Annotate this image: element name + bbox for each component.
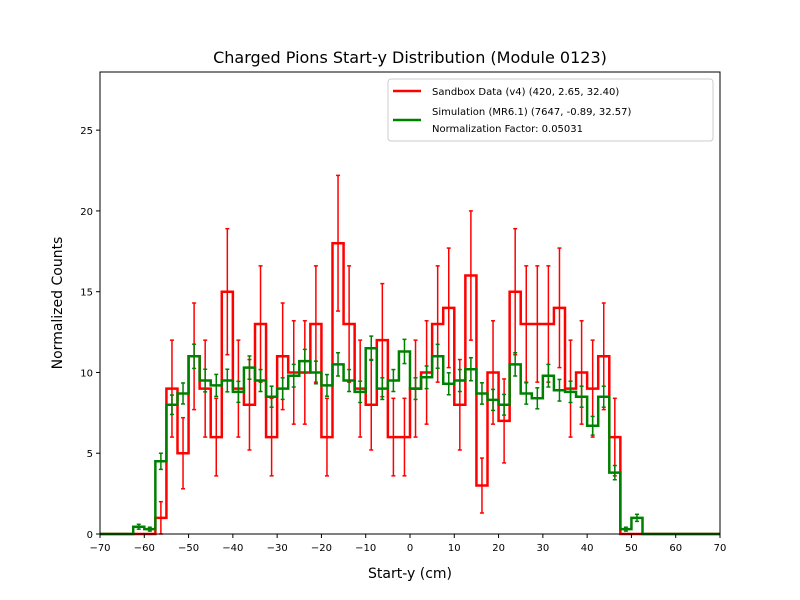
- error-bar-data: [169, 339, 174, 438]
- error-bar-simulation: [513, 352, 518, 377]
- error-bar-simulation: [203, 368, 208, 393]
- series-line-simulation: [100, 346, 720, 536]
- x-tick-label: 50: [625, 543, 638, 554]
- error-bar-data: [535, 265, 540, 383]
- error-bar-simulation: [479, 382, 484, 405]
- x-tick-label: 20: [492, 543, 505, 554]
- error-bar-simulation: [590, 415, 595, 436]
- error-bar-data: [324, 397, 329, 477]
- x-tick-label: −30: [267, 543, 288, 554]
- y-tick-label: 25: [80, 126, 93, 137]
- legend-label-data: Sandbox Data (v4) (420, 2.65, 32.40): [432, 87, 619, 98]
- legend-label-simulation: Simulation (MR6.1) (7647, -0.89, 32.57): [432, 107, 631, 118]
- error-bar-data: [446, 247, 451, 369]
- x-axis: −70 −60 −50 −40 −30 −20 −10 0 10 20 30 40 50 60 70: [89, 534, 726, 554]
- legend-label-normalization: Normalization Factor: 0.05031: [432, 124, 583, 135]
- error-bar-data: [225, 227, 230, 356]
- x-axis-title: Start-y (cm): [368, 566, 452, 582]
- error-bar-simulation: [158, 452, 163, 471]
- error-bar-simulation: [313, 360, 318, 385]
- error-bar-simulation: [568, 380, 573, 404]
- error-bar-simulation: [280, 377, 285, 401]
- error-bar-data: [479, 457, 484, 514]
- y-tick-label: 15: [80, 288, 93, 299]
- error-bar-simulation: [424, 365, 429, 390]
- error-bar-simulation: [169, 394, 174, 416]
- error-bar-data: [336, 174, 341, 312]
- error-bar-simulation: [214, 373, 219, 398]
- error-bar-simulation: [336, 352, 341, 377]
- error-bar-simulation: [147, 526, 152, 532]
- y-axis: 0 5 10 15 20 25: [80, 126, 100, 541]
- chart-title: Charged Pions Start-y Distribution (Modu…: [213, 48, 607, 67]
- x-tick-label: 0: [407, 543, 413, 554]
- error-bar-simulation: [391, 368, 396, 393]
- x-tick-label: 10: [448, 543, 461, 554]
- x-tick-label: −10: [355, 543, 376, 554]
- error-bar-simulation: [612, 464, 617, 481]
- error-bar-simulation: [136, 523, 141, 530]
- error-bar-simulation: [435, 343, 440, 370]
- y-tick-label: 0: [87, 530, 93, 541]
- error-bar-data: [557, 247, 562, 369]
- y-tick-label: 5: [87, 449, 93, 460]
- error-bar-simulation: [623, 526, 628, 532]
- error-bar-simulation: [324, 373, 329, 397]
- x-tick-label: 40: [581, 543, 594, 554]
- error-bar-simulation: [236, 380, 241, 404]
- error-bar-simulation: [347, 368, 352, 393]
- error-bar-simulation: [413, 377, 418, 401]
- error-bar-simulation: [546, 363, 551, 388]
- legend-frame: [387, 78, 714, 142]
- error-bar-simulation: [524, 382, 529, 405]
- error-bar-simulation: [181, 382, 186, 405]
- x-tick-label: 70: [714, 543, 727, 554]
- error-bar-data: [181, 416, 186, 490]
- error-bar-simulation: [446, 372, 451, 396]
- x-tick-label: −70: [89, 543, 110, 554]
- error-bar-simulation: [557, 378, 562, 402]
- error-bar-simulation: [302, 348, 307, 374]
- x-tick-label: −40: [222, 543, 243, 554]
- x-tick-label: −50: [178, 543, 199, 554]
- error-bar-simulation: [535, 387, 540, 410]
- error-bar-simulation: [192, 343, 197, 370]
- x-tick-label: −20: [311, 543, 332, 554]
- y-axis-title: Normalized Counts: [50, 237, 66, 370]
- x-tick-label: −60: [134, 543, 155, 554]
- error-bar-simulation: [380, 377, 385, 401]
- x-tick-label: 30: [536, 543, 549, 554]
- error-bar-simulation: [402, 338, 407, 365]
- legend: Sandbox Data (v4) (420, 2.65, 32.40) Sim…: [387, 78, 714, 142]
- error-bar-data: [402, 397, 407, 477]
- error-bar-data: [468, 210, 473, 341]
- x-tick-label: 60: [669, 543, 682, 554]
- error-bar-simulation: [225, 368, 230, 393]
- error-bar-data: [502, 378, 507, 464]
- error-bar-data: [214, 397, 219, 477]
- error-bar-simulation: [258, 368, 263, 393]
- error-bar-simulation: [634, 513, 639, 523]
- error-bar-simulation: [269, 385, 274, 408]
- error-bar-simulation: [291, 363, 296, 388]
- y-tick-label: 20: [80, 207, 93, 218]
- error-bar-simulation: [579, 385, 584, 408]
- error-bar-simulation: [468, 357, 473, 382]
- y-tick-label: 10: [80, 368, 93, 379]
- error-bar-simulation: [369, 335, 374, 362]
- error-bar-data: [391, 397, 396, 477]
- error-bar-simulation: [502, 393, 507, 416]
- error-bar-simulation: [358, 380, 363, 404]
- error-bar-simulation: [491, 388, 496, 412]
- error-bar-simulation: [457, 368, 462, 393]
- error-bar-simulation: [601, 385, 606, 408]
- error-bar-simulation: [247, 355, 252, 380]
